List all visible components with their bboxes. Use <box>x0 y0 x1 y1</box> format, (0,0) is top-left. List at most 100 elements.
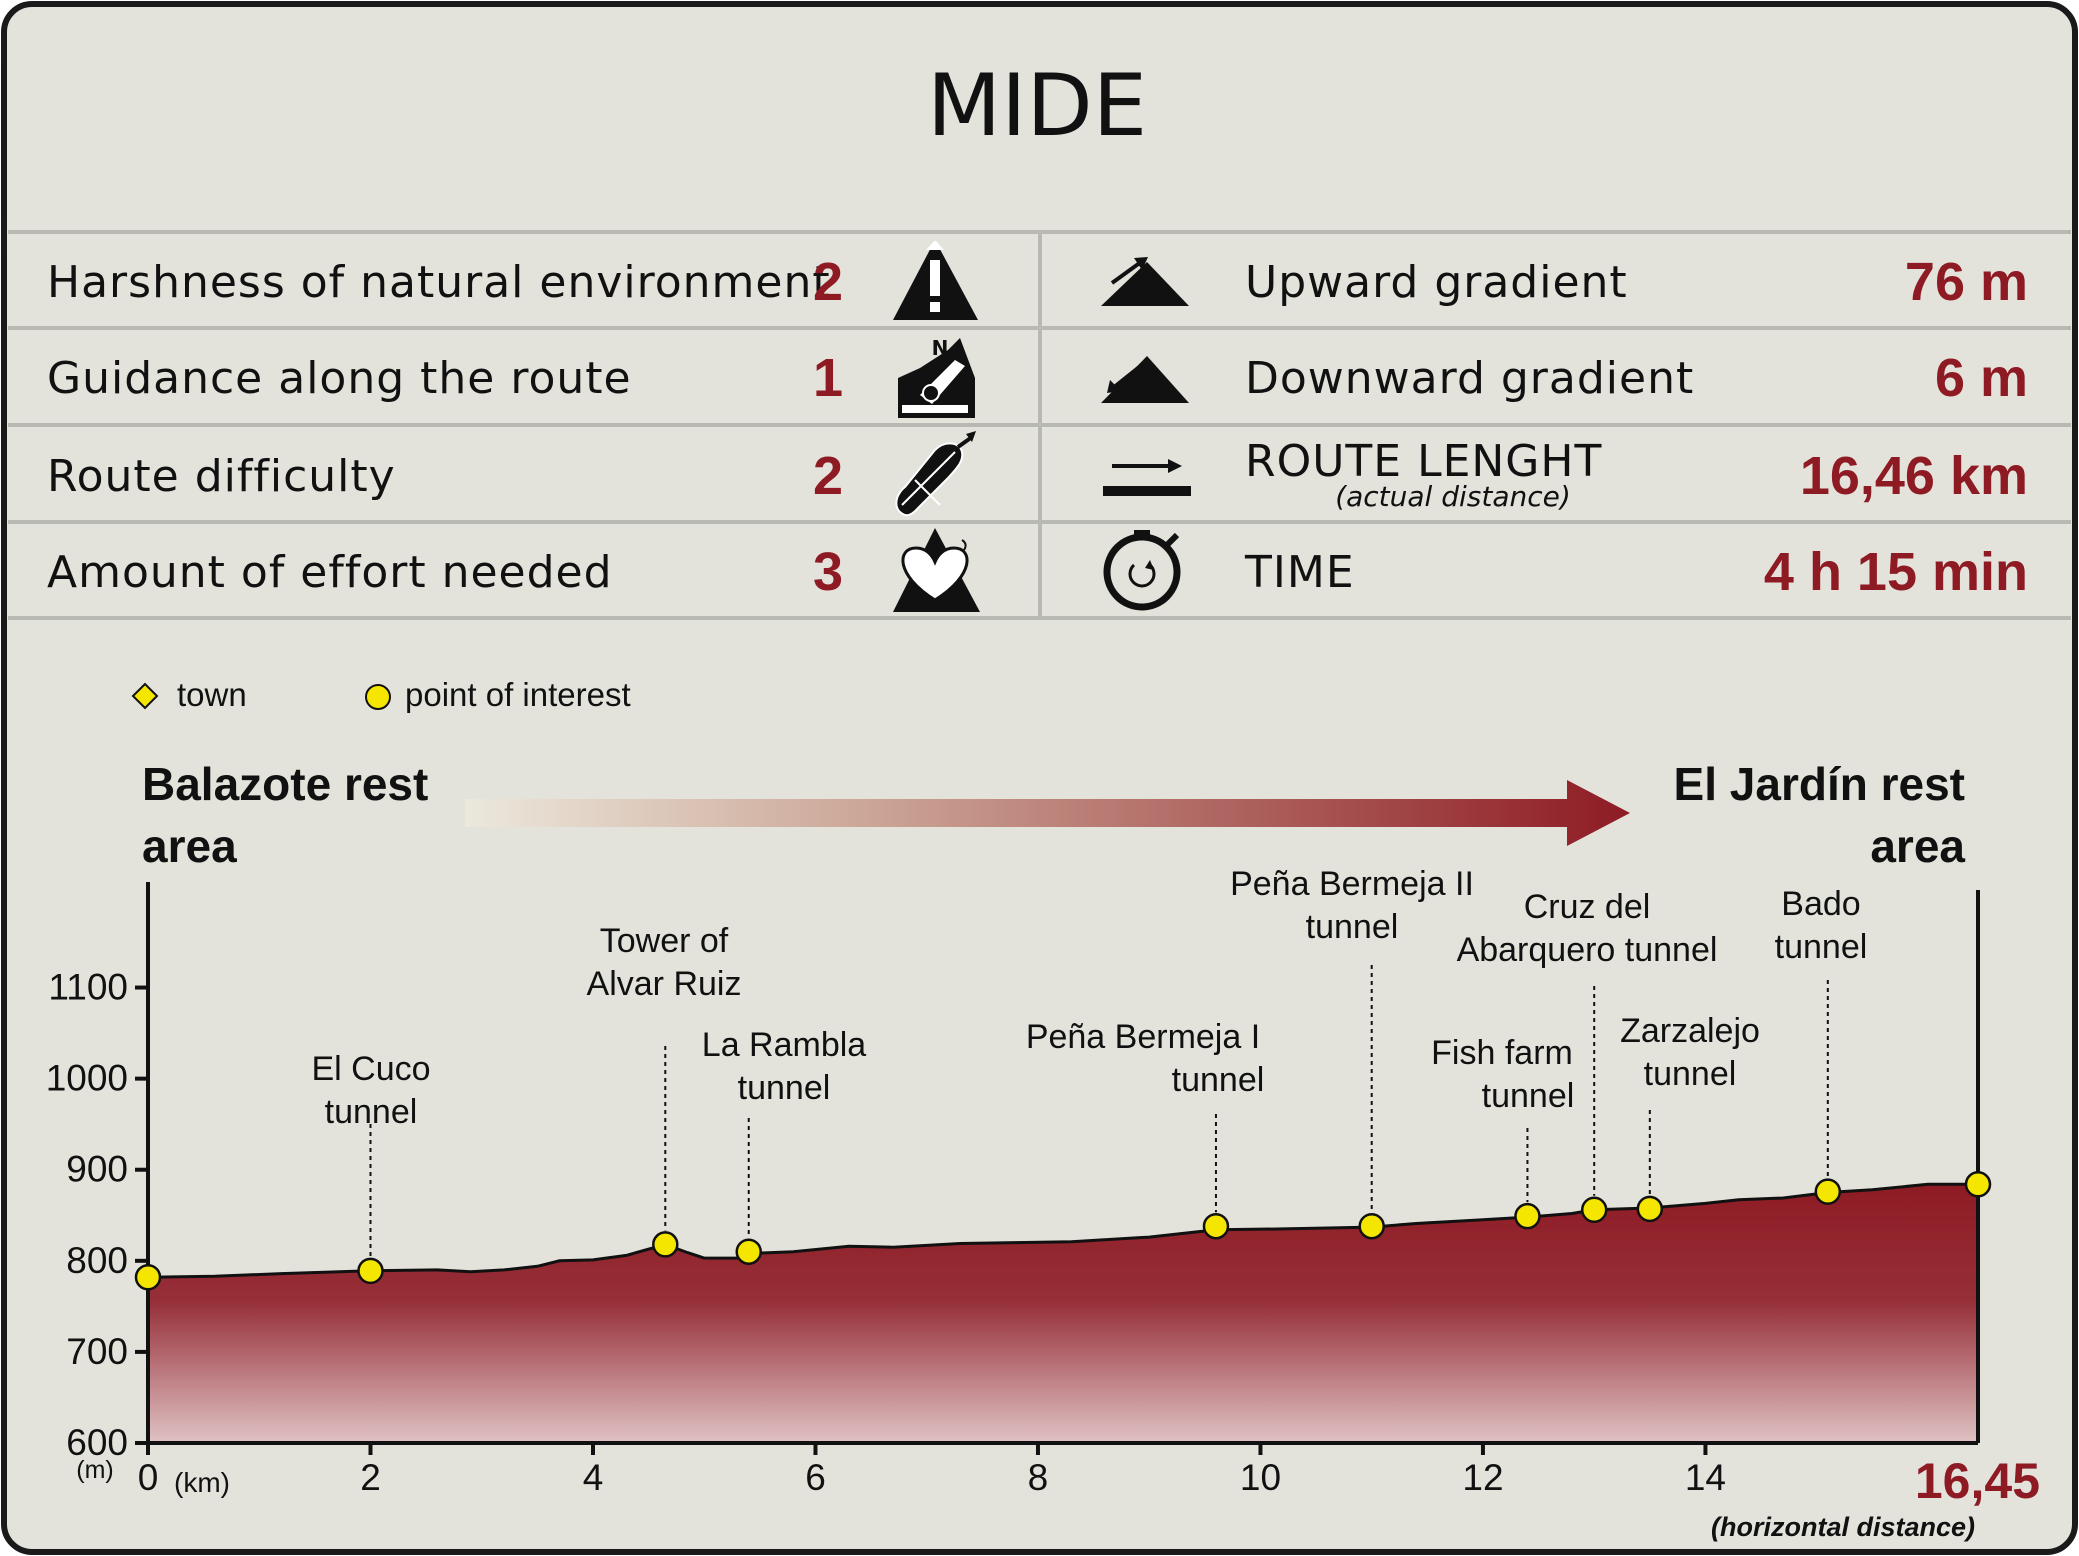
x-tick-label: 4 <box>583 1457 604 1498</box>
x-tick-label: 2 <box>360 1457 381 1498</box>
point-label: Bado <box>1781 885 1860 923</box>
x-end-label: 16,45 <box>1915 1453 2040 1509</box>
mide-value: 3 <box>813 542 843 602</box>
poi-marker <box>134 1263 162 1291</box>
stat-value: 6 m <box>1935 348 2028 408</box>
poi-marker <box>1580 1196 1608 1224</box>
elevation-line <box>147 1182 1978 1279</box>
legend-town-label: town <box>177 676 247 713</box>
stat-row-1: Upward gradient 76 m <box>1245 252 2028 312</box>
route-point-2: El Cuco tunnel <box>311 1050 431 1285</box>
poi-marker-icon <box>365 684 391 710</box>
stat-label: Downward gradient <box>1245 353 1694 404</box>
x-tick-label: 12 <box>1462 1457 1503 1498</box>
x-unit-label: (km) <box>174 1467 230 1498</box>
poi-marker <box>357 1257 384 1285</box>
stat-label: ROUTE LENGHT <box>1245 436 1602 487</box>
point-label: tunnel <box>1482 1077 1575 1115</box>
point-label: tunnel <box>1775 928 1868 966</box>
mide-label: Harshness of natural environment <box>47 257 831 308</box>
point-label: Fish farm <box>1431 1034 1573 1072</box>
stat-value: 4 h 15 min <box>1764 542 2028 602</box>
route-point-8: Cruz del Abarquero tunnel <box>1457 888 1718 1224</box>
point-label: tunnel <box>738 1069 831 1107</box>
route-point-4: La Rambla tunnel <box>702 1026 866 1265</box>
legend: town point of interest <box>131 676 631 713</box>
stat-sublabel: (actual distance) <box>1335 480 1571 513</box>
town-marker-icon <box>131 682 159 710</box>
mide-value: 2 <box>813 252 843 312</box>
start-label-line2: area <box>142 820 237 872</box>
legend-town: town <box>131 676 247 713</box>
legend-poi: point of interest <box>365 676 631 713</box>
page-title: MIDE <box>927 56 1147 156</box>
point-label: Zarzalejo <box>1620 1012 1760 1050</box>
route-point-5: Peña Bermeja I tunnel <box>1026 1018 1265 1240</box>
mide-row-3: Route difficulty 2 <box>47 446 843 506</box>
stat-label: Upward gradient <box>1245 257 1628 308</box>
downward-gradient-icon <box>1101 356 1189 403</box>
mide-row-4: Amount of effort needed 3 <box>47 542 843 602</box>
point-label: Alvar Ruiz <box>587 965 742 1003</box>
route-point-7: Fish farm tunnel <box>1431 1034 1575 1230</box>
point-label: Abarquero tunnel <box>1457 931 1718 969</box>
x-tick-label: 6 <box>805 1457 826 1498</box>
x-note-label: (horizontal distance) <box>1711 1512 1975 1542</box>
mide-value: 1 <box>813 348 843 408</box>
svg-text:N: N <box>932 336 949 360</box>
route-point-3: Tower of Alvar Ruiz <box>587 922 742 1258</box>
start-label-line1: Balazote rest <box>142 758 428 810</box>
route-point-10: Bado tunnel <box>1775 885 1868 1205</box>
y-tick-label: 900 <box>66 1149 128 1190</box>
warning-mountain-icon <box>893 240 978 320</box>
point-label: Tower of <box>600 922 729 960</box>
mide-label: Amount of effort needed <box>47 547 613 598</box>
end-label-line2: area <box>1870 820 1965 872</box>
x-tick-label: 10 <box>1240 1457 1281 1498</box>
mide-row-2: Guidance along the route 1 <box>47 348 843 408</box>
stat-row-2: Downward gradient 6 m <box>1245 348 2028 408</box>
elevation-profile-chart: 600 700 800 900 1000 1100 0 2 4 6 8 10 12 14 (m) (km) 16… <box>46 865 2040 1542</box>
y-unit-label: (m) <box>76 1456 113 1484</box>
y-tick-label: 700 <box>66 1331 128 1372</box>
x-tick-label: 14 <box>1685 1457 1726 1498</box>
point-label: tunnel <box>1306 908 1399 946</box>
poi-marker <box>1514 1202 1541 1230</box>
end-label-line1: El Jardín rest <box>1674 758 1965 810</box>
point-label: tunnel <box>1644 1055 1737 1093</box>
x-tick-label: 0 <box>138 1457 159 1498</box>
poi-marker <box>1358 1212 1385 1240</box>
y-tick-label: 1100 <box>48 967 128 1008</box>
point-label: tunnel <box>1172 1061 1265 1099</box>
point-label: Peña Bermeja II <box>1230 865 1474 903</box>
legend-poi-label: point of interest <box>405 676 631 713</box>
heart-mountain-icon <box>893 528 980 612</box>
direction-arrow <box>465 780 1630 846</box>
mide-label: Guidance along the route <box>47 353 632 404</box>
footprint-icon <box>895 431 976 517</box>
poi-marker <box>735 1238 762 1265</box>
point-label: Cruz del <box>1524 888 1651 926</box>
route-point-1 <box>134 1263 162 1291</box>
mide-table-grid <box>8 230 2071 620</box>
upward-gradient-icon <box>1101 257 1189 306</box>
poi-marker <box>652 1231 679 1258</box>
compass-map-icon: N <box>898 336 975 418</box>
route-point-11 <box>1964 1171 1992 1198</box>
route-length-icon <box>1103 459 1191 496</box>
stat-value: 16,46 km <box>1800 446 2028 506</box>
poi-marker <box>1636 1195 1664 1223</box>
poi-marker <box>1202 1212 1230 1240</box>
stat-row-4: TIME 4 h 15 min <box>1244 542 2028 602</box>
poi-marker <box>1964 1171 1992 1198</box>
route-point-9: Zarzalejo tunnel <box>1620 1012 1760 1223</box>
stopwatch-icon <box>1103 530 1181 611</box>
y-tick-label: 800 <box>66 1240 128 1281</box>
point-label: El Cuco <box>311 1050 430 1088</box>
elevation-area <box>148 1184 1978 1443</box>
mide-right-column: Upward gradient 76 m Downward gradient 6 m R… <box>1244 252 2028 602</box>
